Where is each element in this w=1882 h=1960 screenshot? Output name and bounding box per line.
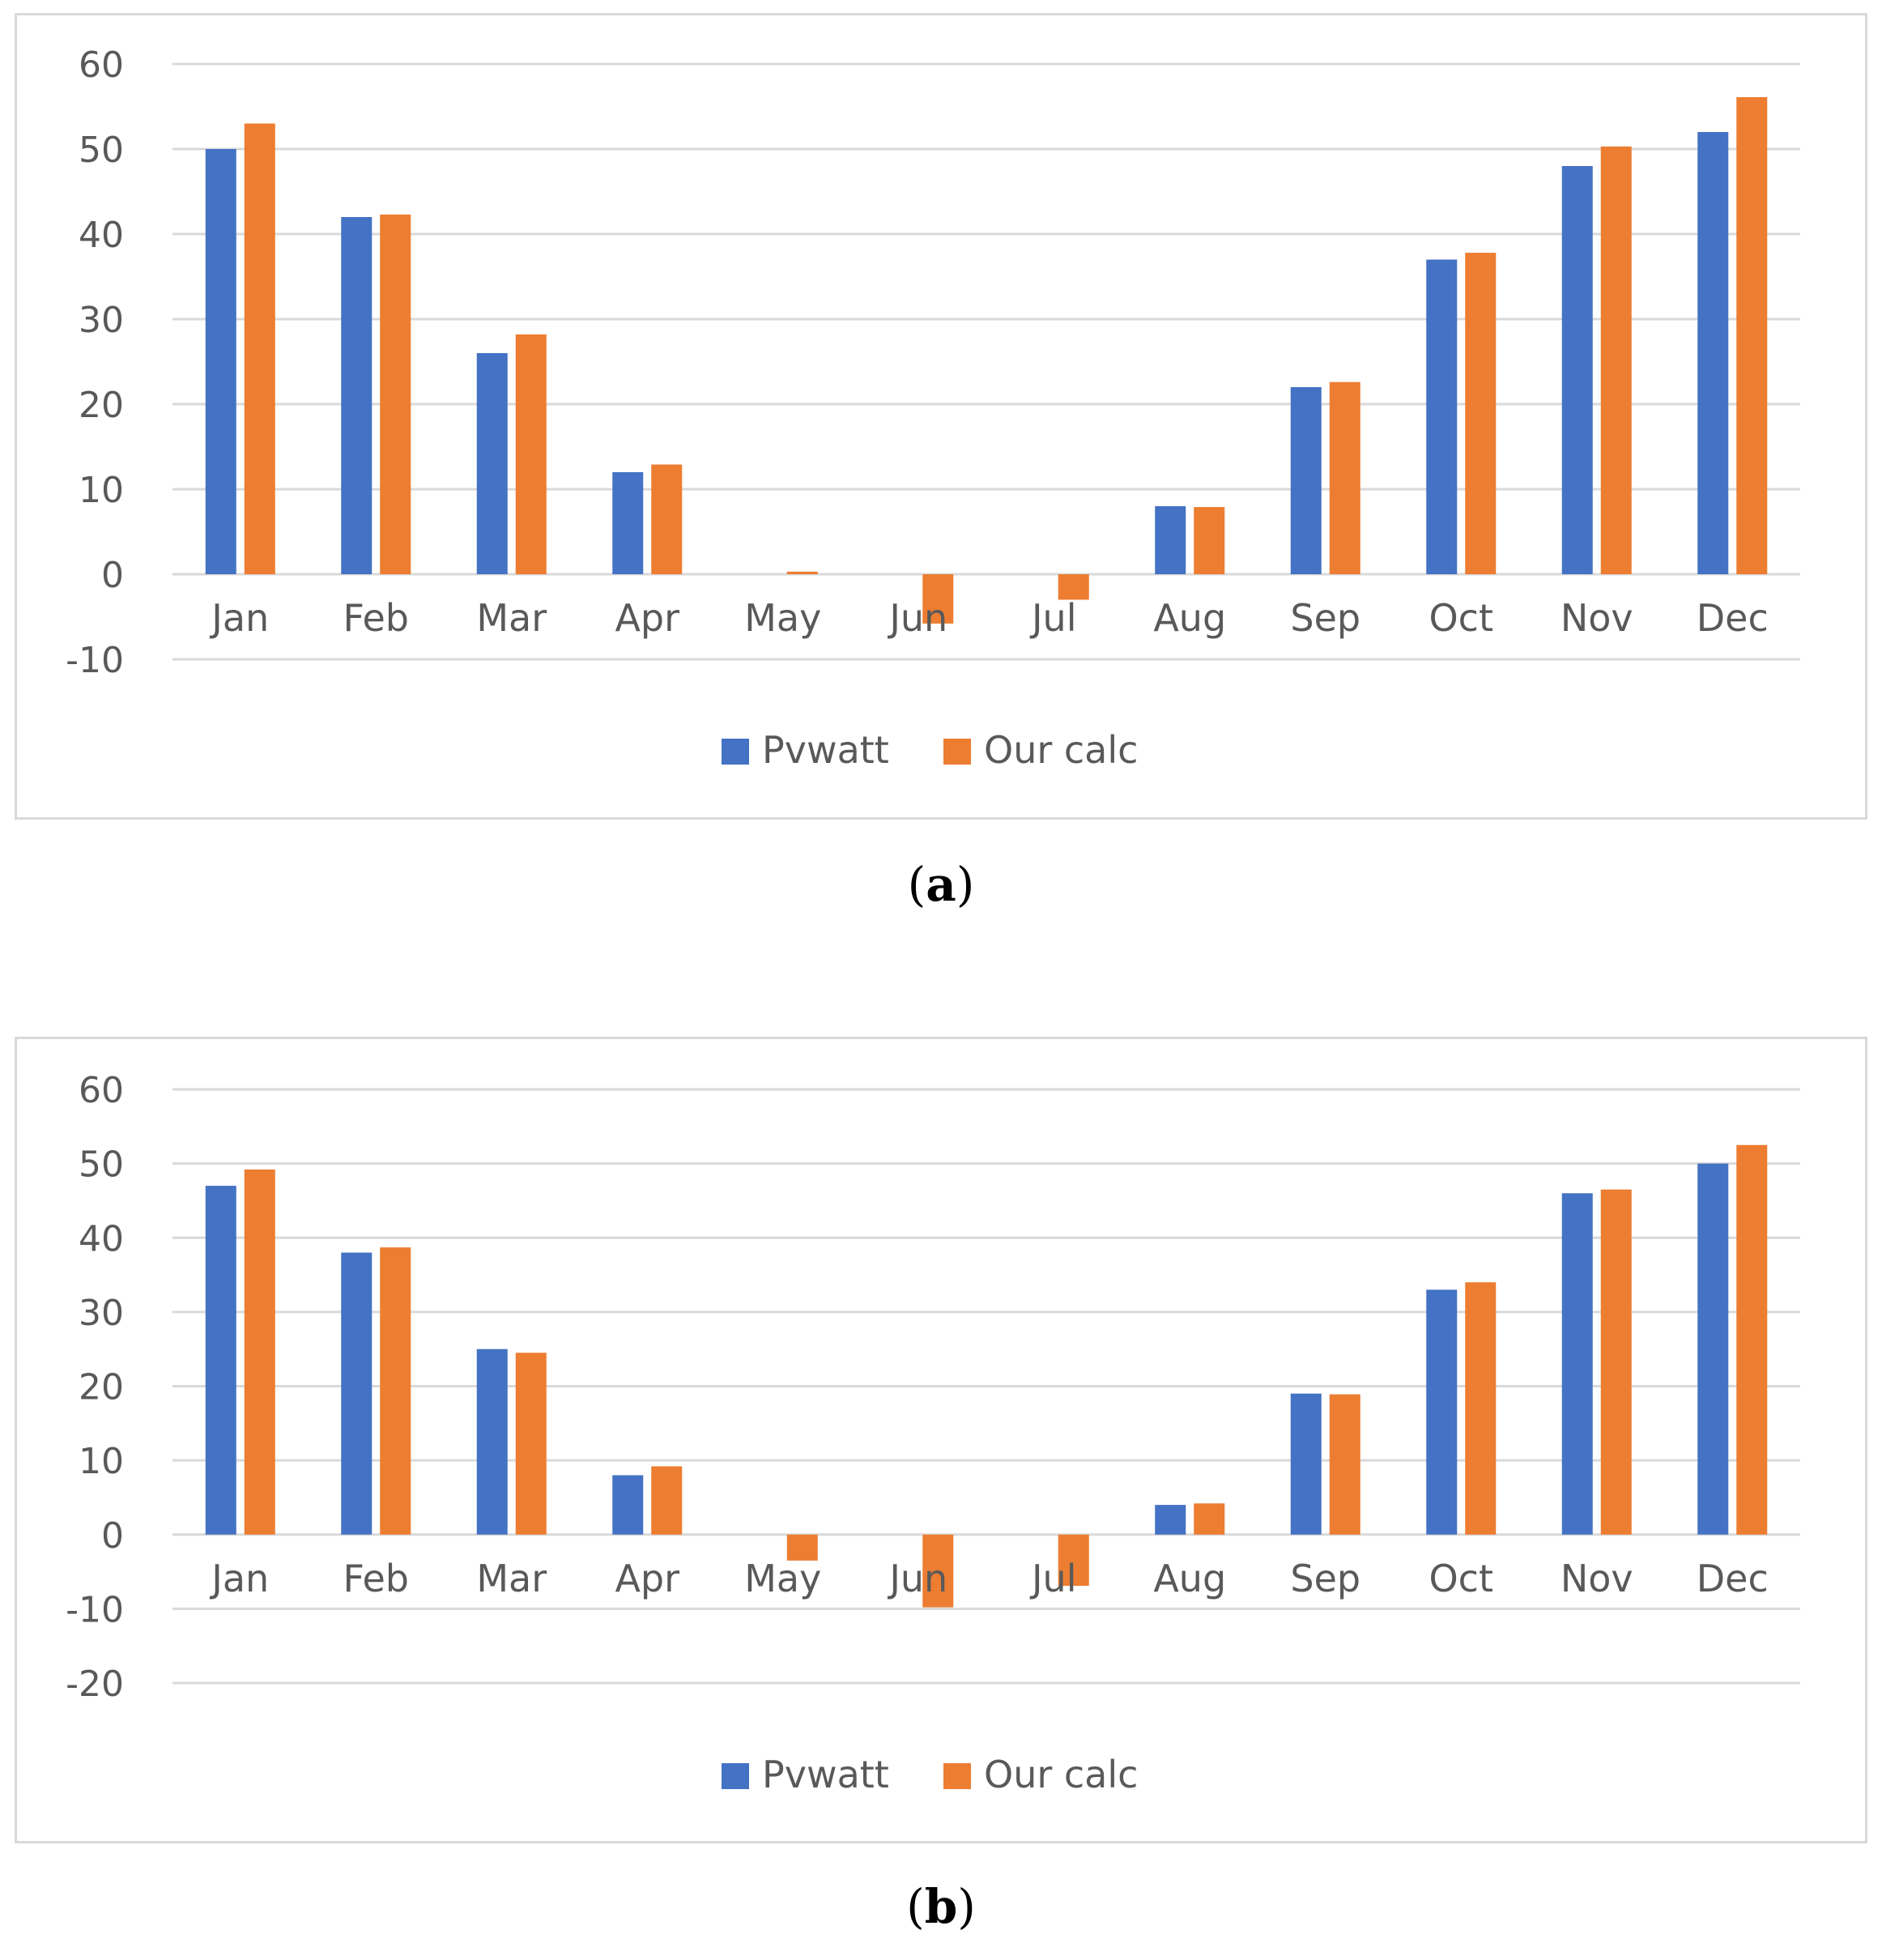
bar-pvwatt-mar bbox=[476, 353, 508, 574]
x-tick-label: Mar bbox=[476, 1557, 547, 1600]
legend-label-0: Pvwatt bbox=[762, 1753, 889, 1796]
legend-label-1: Our calc bbox=[984, 728, 1138, 772]
legend-label-0: Pvwatt bbox=[762, 728, 889, 772]
x-tick-label: Dec bbox=[1697, 596, 1769, 640]
bar-our-calc-mar bbox=[515, 1353, 547, 1535]
bar-our-calc-may bbox=[786, 571, 818, 574]
x-tick-label: May bbox=[744, 596, 821, 640]
bar-pvwatt-oct bbox=[1426, 259, 1458, 574]
x-tick-label: Oct bbox=[1429, 596, 1493, 640]
caption-b-label: b bbox=[924, 1879, 958, 1934]
bar-our-calc-oct bbox=[1465, 1282, 1497, 1535]
bar-pvwatt-nov bbox=[1561, 166, 1593, 574]
y-tick-label: 30 bbox=[79, 1293, 124, 1334]
bar-pvwatt-aug bbox=[1155, 506, 1186, 574]
x-tick-label: Jul bbox=[1029, 1557, 1077, 1600]
legend-label-1: Our calc bbox=[984, 1753, 1138, 1796]
chart-panel-b: 60 50 40 30 20 10 0 -10 -20 Jan Feb Mar Apr May Jun Jul… bbox=[15, 1037, 1867, 1843]
y-tick-label: 20 bbox=[79, 385, 124, 426]
caption-a-label: a bbox=[926, 857, 956, 912]
bar-pvwatt-dec bbox=[1697, 132, 1729, 574]
x-tick-label: Jan bbox=[209, 596, 269, 640]
bar-our-calc-may bbox=[786, 1534, 818, 1561]
bar-pvwatt-nov bbox=[1561, 1193, 1593, 1535]
legend-swatch-1 bbox=[943, 739, 971, 765]
bar-pvwatt-mar bbox=[476, 1349, 508, 1535]
chart-panel-a: 60 50 40 30 20 10 0 -10 Jan Feb Mar Apr May Jun Jul Aug… bbox=[15, 13, 1867, 820]
x-tick-label: Feb bbox=[343, 1557, 409, 1600]
bar-our-calc-nov bbox=[1600, 1189, 1632, 1535]
x-tick-label: Sep bbox=[1290, 1557, 1360, 1600]
y-tick-label: 10 bbox=[79, 470, 124, 511]
bar-our-calc-apr bbox=[651, 1466, 683, 1535]
bar-pvwatt-aug bbox=[1155, 1505, 1186, 1535]
y-tick-label: 30 bbox=[79, 300, 124, 341]
y-tick-label: 10 bbox=[79, 1441, 124, 1482]
bar-our-calc-sep bbox=[1329, 381, 1360, 574]
y-tick-label: 0 bbox=[101, 1515, 124, 1557]
bar-our-calc-jan bbox=[244, 123, 275, 574]
bar-our-calc-dec bbox=[1736, 1144, 1768, 1535]
y-tick-label: 60 bbox=[79, 45, 124, 86]
bar-our-calc-nov bbox=[1600, 146, 1632, 575]
bar-our-calc-jun bbox=[922, 574, 954, 624]
x-tick-label: Feb bbox=[343, 596, 409, 640]
legend-swatch-0 bbox=[722, 1763, 749, 1789]
y-tick-label: 40 bbox=[79, 1218, 124, 1259]
bar-our-calc-aug bbox=[1194, 1503, 1225, 1535]
chart-b-svg: 60 50 40 30 20 10 0 -10 -20 Jan Feb Mar Apr May Jun Jul… bbox=[66, 1070, 1800, 1796]
bar-pvwatt-oct bbox=[1426, 1289, 1458, 1535]
x-tick-label: May bbox=[744, 1557, 821, 1600]
x-tick-label: Apr bbox=[615, 1557, 679, 1600]
legend-swatch-1 bbox=[943, 1763, 971, 1789]
bar-our-calc-oct bbox=[1465, 253, 1497, 574]
chart-a-svg: 60 50 40 30 20 10 0 -10 Jan Feb Mar Apr May Jun Jul Aug… bbox=[66, 45, 1800, 772]
bar-our-calc-jun bbox=[922, 1534, 954, 1608]
bar-pvwatt-feb bbox=[341, 217, 373, 574]
x-tick-label: Dec bbox=[1697, 1557, 1769, 1600]
bar-pvwatt-sep bbox=[1290, 1393, 1322, 1535]
y-tick-label: 20 bbox=[79, 1367, 124, 1408]
y-tick-label: -20 bbox=[66, 1664, 124, 1705]
x-tick-label: Apr bbox=[615, 596, 679, 640]
bar-pvwatt-apr bbox=[612, 1475, 644, 1535]
x-tick-label: Jan bbox=[209, 1557, 269, 1600]
caption-a: (a) bbox=[907, 857, 975, 912]
x-tick-label: Nov bbox=[1561, 596, 1633, 640]
caption-b: (b) bbox=[906, 1879, 976, 1934]
bar-our-calc-feb bbox=[380, 214, 411, 574]
x-tick-label: Jul bbox=[1029, 596, 1077, 640]
y-tick-label: 40 bbox=[79, 215, 124, 256]
y-tick-label: 50 bbox=[79, 130, 124, 171]
bar-our-calc-apr bbox=[651, 464, 683, 574]
x-tick-label: Oct bbox=[1429, 1557, 1493, 1600]
bar-our-calc-jul bbox=[1058, 1534, 1089, 1586]
y-tick-label: 0 bbox=[101, 555, 124, 596]
bar-pvwatt-sep bbox=[1290, 387, 1322, 574]
bar-our-calc-jan bbox=[244, 1169, 275, 1535]
bar-our-calc-jul bbox=[1058, 574, 1089, 600]
legend-swatch-0 bbox=[722, 739, 749, 765]
bar-our-calc-sep bbox=[1329, 1394, 1360, 1535]
x-tick-label: Jun bbox=[887, 596, 947, 640]
y-tick-label: 60 bbox=[79, 1070, 124, 1111]
x-tick-label: Aug bbox=[1153, 1557, 1226, 1600]
bar-pvwatt-jan bbox=[205, 149, 236, 574]
bar-our-calc-feb bbox=[380, 1247, 411, 1535]
y-tick-label: -10 bbox=[66, 1589, 124, 1630]
y-tick-label: 50 bbox=[79, 1144, 124, 1186]
bar-pvwatt-apr bbox=[612, 472, 644, 574]
x-tick-label: Mar bbox=[476, 596, 547, 640]
bar-our-calc-mar bbox=[515, 334, 547, 574]
bar-pvwatt-dec bbox=[1697, 1163, 1729, 1535]
x-tick-label: Sep bbox=[1290, 596, 1360, 640]
y-tick-label: -10 bbox=[66, 640, 124, 681]
x-tick-label: Nov bbox=[1561, 1557, 1633, 1600]
x-tick-label: Jun bbox=[887, 1557, 947, 1600]
bar-pvwatt-jan bbox=[205, 1186, 236, 1535]
bar-our-calc-aug bbox=[1194, 507, 1225, 574]
bar-our-calc-dec bbox=[1736, 96, 1768, 574]
x-tick-label: Aug bbox=[1153, 596, 1226, 640]
bar-pvwatt-feb bbox=[341, 1252, 373, 1535]
